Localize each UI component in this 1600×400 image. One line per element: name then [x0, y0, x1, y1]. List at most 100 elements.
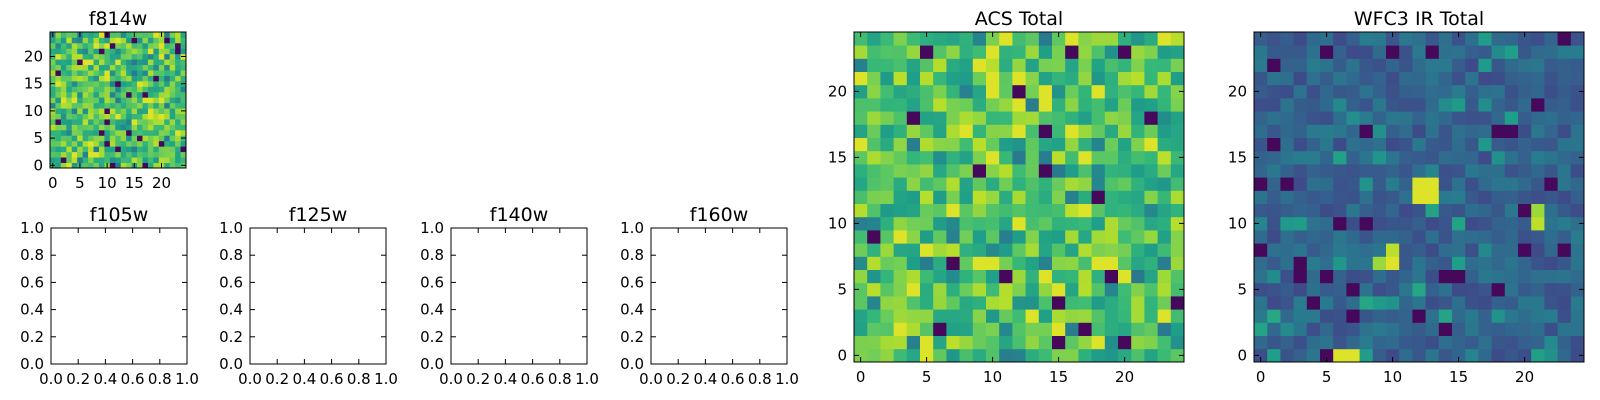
- heatmap-cell: [1012, 348, 1026, 363]
- heatmap-cell: [946, 216, 960, 231]
- x-tick-label: 0.6: [521, 370, 545, 388]
- heatmap-cell: [1065, 203, 1079, 218]
- heatmap-cell: [1544, 150, 1558, 165]
- heatmap-cell: [55, 108, 62, 114]
- heatmap-cell: [1131, 309, 1145, 323]
- heatmap-cell: [66, 80, 73, 87]
- heatmap-cell: [867, 71, 881, 86]
- heatmap-cell: [906, 269, 921, 284]
- heatmap-cell: [1131, 45, 1145, 59]
- heatmap-cell: [1557, 32, 1572, 46]
- heatmap-cell: [1557, 150, 1572, 165]
- heatmap-cell: [1280, 164, 1294, 178]
- heatmap-cell: [88, 59, 94, 66]
- heatmap-cell: [142, 91, 149, 98]
- heatmap-cell: [1518, 335, 1532, 350]
- heatmap-cell: [1531, 32, 1545, 46]
- heatmap-cell: [60, 70, 67, 76]
- heatmap-cell: [933, 296, 947, 310]
- heatmap-cell: [153, 48, 160, 55]
- heatmap-cell: [153, 91, 160, 98]
- heatmap-cell: [1052, 269, 1066, 284]
- heatmap-cell: [131, 119, 138, 125]
- heatmap-cell: [1320, 84, 1334, 99]
- heatmap-cell: [1157, 177, 1172, 191]
- heatmap-cell: [131, 113, 138, 120]
- heatmap-cell: [169, 91, 176, 98]
- heatmap-cell: [71, 70, 78, 76]
- heatmap-cell: [1491, 348, 1506, 363]
- heatmap-cell: [1052, 45, 1066, 59]
- heatmap-cell: [131, 91, 138, 98]
- heatmap-cell: [158, 135, 165, 142]
- heatmap-cell: [1372, 98, 1387, 112]
- heatmap-cell: [1038, 124, 1053, 138]
- heatmap-cell: [1293, 111, 1308, 125]
- heatmap-cell: [1518, 282, 1532, 297]
- heatmap-cell: [1452, 256, 1466, 270]
- heatmap-cell: [1504, 216, 1519, 231]
- f125w-title: f125w: [289, 204, 348, 226]
- heatmap-cell: [880, 84, 894, 99]
- heatmap-cell: [854, 111, 868, 125]
- heatmap-cell: [1570, 137, 1585, 152]
- heatmap-cell: [137, 48, 143, 55]
- heatmap-cell: [60, 113, 67, 120]
- heatmap-cell: [1025, 45, 1040, 59]
- heatmap-cell: [71, 75, 78, 82]
- heatmap-cell: [1544, 269, 1558, 284]
- heatmap-cell: [1359, 203, 1374, 218]
- heatmap-cell: [1320, 335, 1334, 350]
- heatmap-cell: [1091, 150, 1106, 165]
- y-tick-label: 0.8: [219, 246, 243, 264]
- heatmap-cell: [115, 59, 122, 66]
- heatmap-cell: [175, 146, 181, 153]
- heatmap-cell: [1131, 243, 1145, 257]
- heatmap-cell: [147, 119, 154, 125]
- heatmap-cell: [77, 70, 84, 76]
- heatmap-cell: [1267, 269, 1281, 284]
- heatmap-cell: [1491, 322, 1506, 336]
- heatmap-cell: [164, 80, 171, 87]
- heatmap-cell: [1557, 84, 1572, 99]
- heatmap-cell: [50, 97, 56, 104]
- heatmap-cell: [1412, 216, 1426, 231]
- heatmap-cell: [147, 102, 154, 109]
- heatmap-cell: [1518, 71, 1532, 86]
- heatmap-cell: [1306, 190, 1321, 204]
- heatmap-cell: [1320, 230, 1334, 244]
- heatmap-cell: [972, 190, 987, 204]
- heatmap-cell: [82, 59, 89, 66]
- heatmap-cell: [1157, 124, 1172, 138]
- heatmap-cell: [169, 70, 176, 76]
- x-tick-label: 1.0: [175, 370, 199, 388]
- heatmap-cell: [972, 32, 987, 46]
- heatmap-cell: [1452, 32, 1466, 46]
- heatmap-cell: [1267, 164, 1281, 178]
- y-tick-label: 0.4: [219, 301, 243, 319]
- heatmap-cell: [131, 75, 138, 82]
- heatmap-cell: [1306, 322, 1321, 336]
- heatmap-cell: [1346, 296, 1360, 310]
- heatmap-cell: [1425, 309, 1440, 323]
- heatmap-cell: [1104, 256, 1119, 270]
- f105w-axes-frame: [50, 227, 188, 365]
- heatmap-cell: [933, 111, 947, 125]
- heatmap-cell: [1012, 150, 1026, 165]
- heatmap-cell: [972, 98, 987, 112]
- heatmap-cell: [1038, 164, 1053, 178]
- heatmap-cell: [1025, 98, 1040, 112]
- heatmap-cell: [82, 53, 89, 60]
- heatmap-cell: [1306, 58, 1321, 72]
- heatmap-cell: [1557, 348, 1572, 363]
- heatmap-cell: [115, 97, 122, 104]
- heatmap-cell: [1038, 32, 1053, 46]
- heatmap-cell: [1570, 256, 1585, 270]
- heatmap-cell: [77, 119, 84, 125]
- heatmap-cell: [169, 59, 176, 66]
- heatmap-cell: [946, 150, 960, 165]
- heatmap-cell: [137, 80, 143, 87]
- heatmap-cell: [1078, 32, 1092, 46]
- heatmap-cell: [1025, 137, 1040, 152]
- heatmap-cell: [999, 164, 1013, 178]
